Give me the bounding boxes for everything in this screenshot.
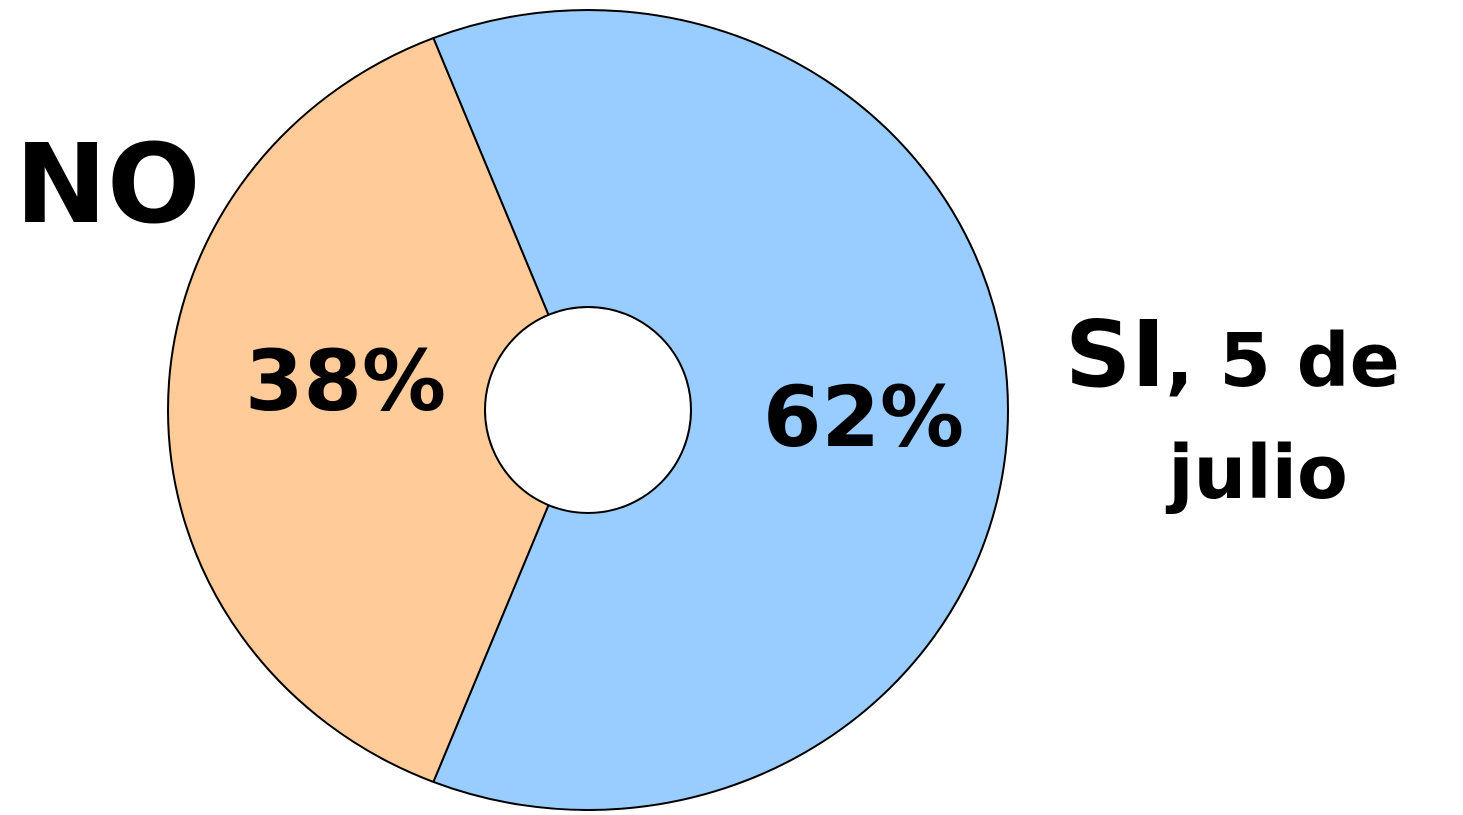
category-label-si-suffix: , 5 de xyxy=(1166,318,1400,404)
slices-layer xyxy=(167,9,1010,811)
category-label-si-line2: julio xyxy=(1165,430,1348,516)
pie-slice-si xyxy=(432,9,1010,811)
pie-slice-no xyxy=(167,37,589,783)
donut-hole xyxy=(484,306,692,514)
category-label-si: SI, 5 de xyxy=(1065,301,1400,408)
data-label-si: 62% xyxy=(763,368,964,466)
category-label-no: NO xyxy=(15,120,201,248)
category-label-si-name: SI xyxy=(1065,301,1166,408)
data-label-no: 38% xyxy=(245,332,446,430)
